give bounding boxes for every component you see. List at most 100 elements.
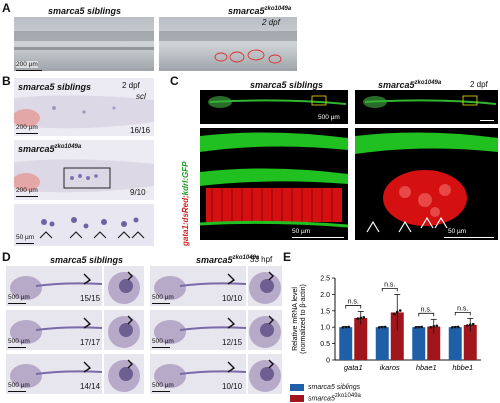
sibling-head-view [104,354,144,394]
row-scalebar [8,391,26,393]
row-scalebar [152,347,170,349]
significance-bracket [418,312,435,317]
sibling-head-view [104,310,144,350]
data-point [435,324,439,328]
y-tick-label: 2.0 [320,292,330,299]
data-point [429,325,433,329]
panel-e-label: E [283,250,292,264]
panel-c-top-scale: 500 µm [318,114,340,121]
y-tick-label: 1.0 [320,325,330,332]
data-point [395,310,399,314]
row-scale-label: 500 µm [152,338,174,345]
panel-c-right-scale: 50 µm [448,228,467,235]
panel-c-left-scalebar [292,237,344,239]
panel-c-right-title: smarca5zko1049a [378,80,442,90]
data-point [471,322,475,326]
y-tick-label: 0.5 [320,341,330,348]
row-scale-label: 500 µm [8,294,30,301]
panel-a-scale-label: 200 µm [16,61,38,68]
mutant-whole-embryo-fluor [355,90,498,124]
data-point [359,316,363,320]
significance-label: n.s. [384,281,395,288]
sibling-ccv-fluor [200,128,348,240]
data-point [362,316,366,319]
panel-a-left-title: smarca5 siblings [48,6,122,16]
row-mutant-count: 12/15 [222,338,243,347]
panel-b-label: B [2,74,11,88]
panel-c-right-scalebar [444,237,494,239]
data-point [453,325,457,329]
y-axis-label: Relative mRNA level(normalized to β-acti… [292,284,307,354]
data-point [420,325,424,329]
mutant-scl-zoom-image [14,204,154,246]
data-point [450,326,454,329]
mutant-head-view [248,266,282,306]
panel-b-bottom-scalebar [16,243,34,245]
panel-b-stage: 2 dpf [122,81,140,90]
data-point [380,325,384,329]
sibling-lateral-view [6,354,102,394]
bar-gata1-siblings [339,327,353,360]
panel-a-label: A [2,1,11,15]
row-scalebar [8,347,26,349]
row-sibling-count: 17/17 [80,338,101,347]
panel-e-legend: smarca5 siblings smarca5zko1049a [290,383,361,403]
panel-c-left-scale: 50 µm [292,228,311,235]
data-point [414,326,418,329]
data-point [468,323,472,327]
mutant-head-view [248,310,282,350]
panel-a-stage: 2 dpf [262,18,280,27]
row-scale-label: 500 µm [152,382,174,389]
bar-gata1-mutant [354,318,368,360]
bar-hbbe1-mutant [463,324,477,360]
row-scalebar [152,391,170,393]
row-scale-label: 500 µm [8,338,30,345]
panel-b-top-count: 16/16 [130,126,151,135]
panel-b-bottom-scale: 50 µm [16,234,35,241]
y-tick-label: 1.5 [320,308,330,315]
data-point [417,325,421,329]
x-tick-label: gata1 [344,363,363,372]
bar-hbae1-mutant [427,326,441,360]
data-point [465,324,469,327]
significance-bracket [454,311,471,316]
sibling-lateral-view [6,266,102,306]
significance-label: n.s. [348,298,359,305]
data-point [398,309,402,312]
y-tick-label: 0 [326,358,330,365]
panel-c-left-title: smarca5 siblings [250,80,324,90]
data-point [383,325,387,329]
data-point [341,326,345,329]
bar-hbae1-siblings [412,327,426,360]
y-tick-label: 2.5 [320,276,330,283]
panel-b-mid-scalebar [16,196,38,198]
mutant-lateral-view [150,266,246,306]
data-point [356,317,360,320]
panel-a-right-title: smarca5zko1049a [228,6,292,16]
row-scalebar [8,303,26,305]
panel-c-label: C [170,74,179,88]
panel-b-top-scale: 200 µm [16,124,38,131]
panel-d-right-title: smarca5zko1049a [196,255,260,265]
mrna-bar-chart: Relative mRNA level(normalized to β-acti… [283,258,487,384]
row-mutant-count: 10/10 [222,294,243,303]
data-point [432,325,436,328]
mutant-scl-image [14,140,154,200]
panel-b-probe: scl [136,92,146,101]
mutant-head-view [248,354,282,394]
sibling-head-view [104,266,144,306]
panel-b-top-scalebar [16,133,38,135]
panel-d-stage: 33 hpf [250,255,273,264]
bar-ikaros-siblings [375,327,389,360]
sibling-lateral-view [6,310,102,350]
row-sibling-count: 15/15 [80,294,101,303]
data-point [392,312,396,316]
sibling-whole-embryo-fluor [200,90,348,124]
significance-bracket [381,288,398,292]
panel-c-stage: 2 dpf [470,80,488,89]
panel-b-top-title: smarca5 siblings [18,82,92,92]
panel-c-top-scalebar [480,120,494,122]
x-tick-label: hbae1 [416,363,437,372]
sibling-scl-image [14,78,154,136]
significance-bracket [345,305,362,309]
